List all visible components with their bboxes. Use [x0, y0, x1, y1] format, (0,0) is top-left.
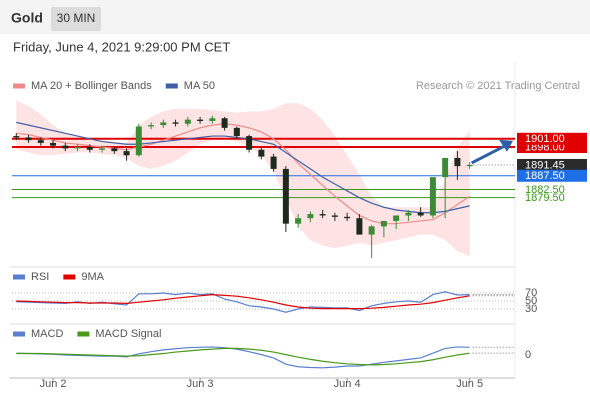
candle-body	[25, 137, 32, 141]
candle-body	[258, 149, 265, 157]
legend-label: MACD Signal	[95, 328, 161, 340]
candle-body	[123, 151, 130, 156]
level-label: 1879.50	[525, 192, 565, 204]
candle-body	[442, 157, 449, 178]
bollinger-band	[16, 100, 470, 257]
candle-body	[466, 164, 473, 167]
candle-body	[429, 177, 436, 216]
series-line	[16, 347, 470, 366]
candle-body	[99, 148, 106, 150]
legend-swatch	[77, 331, 90, 337]
level-label: 1901.00	[525, 133, 565, 145]
level-label-box	[517, 169, 587, 182]
candle-body	[246, 136, 253, 150]
level-label: 1891.45	[525, 159, 565, 171]
credit: Research © 2021 Trading Central	[416, 80, 580, 92]
candle-body	[111, 148, 118, 152]
candle-body	[37, 140, 44, 143]
candle-body	[270, 156, 277, 169]
candle-body	[135, 126, 142, 156]
y-tick-label: 0	[525, 349, 531, 361]
candle-body	[197, 119, 204, 122]
candle-body	[13, 136, 20, 138]
level-label-box	[517, 132, 587, 145]
candle-body	[221, 118, 228, 128]
legend-label: MA 50	[184, 80, 215, 92]
x-tick-label: Jun 5	[456, 378, 483, 390]
series-line	[16, 293, 470, 310]
legend-swatch	[13, 331, 25, 337]
x-tick-label: Jun 2	[40, 378, 67, 390]
series-line	[16, 346, 470, 369]
legend-swatch	[165, 83, 178, 89]
date: Friday, June 4, 2021 9:29:00 PM CET	[13, 39, 230, 54]
forecast-arrow	[470, 143, 508, 165]
legend-swatch	[13, 83, 25, 89]
candle-body	[282, 168, 289, 224]
legend-label: MACD	[31, 328, 63, 340]
candle-body	[62, 145, 69, 149]
series-line	[16, 123, 470, 225]
series-line	[16, 121, 470, 214]
level-label: 1887.50	[525, 170, 565, 182]
candle-body	[368, 226, 375, 235]
candle-body	[86, 147, 93, 150]
forecast-arrowhead	[499, 139, 513, 152]
legend-label: MA 20 + Bollinger Bands	[31, 80, 152, 92]
timeframe[interactable]: 30 MIN	[57, 11, 96, 25]
candle-body	[393, 215, 400, 221]
timeframe-button[interactable]	[51, 7, 101, 31]
candle-body	[356, 218, 363, 235]
candle-body	[148, 125, 155, 127]
legend-label: RSI	[31, 271, 49, 283]
legend-label: 9MA	[81, 271, 104, 283]
candle-body	[74, 147, 81, 149]
level-label: 1882.50	[525, 184, 565, 196]
candle-body	[331, 215, 338, 217]
candle-body	[233, 127, 240, 137]
candle-body	[160, 122, 167, 126]
candle-body	[172, 122, 179, 124]
legend-swatch	[63, 274, 76, 280]
candle-body	[380, 220, 387, 227]
y-tick-label: 50	[525, 295, 537, 307]
y-tick-label: 70	[525, 287, 537, 299]
candle-body	[209, 118, 216, 122]
y-tick-label: 30	[525, 303, 537, 315]
level-label-box	[517, 158, 587, 171]
candle-body	[405, 212, 412, 216]
legend-swatch	[13, 274, 25, 280]
candle-body	[50, 142, 57, 146]
candle-body	[454, 157, 461, 167]
candle-body	[184, 119, 191, 124]
x-tick-label: Jun 4	[334, 378, 361, 390]
x-tick-label: Jun 3	[187, 378, 214, 390]
title: Gold	[11, 10, 43, 26]
candle-body	[319, 214, 326, 216]
candle-body	[344, 216, 351, 219]
candle-body	[295, 218, 302, 224]
candle-body	[417, 212, 424, 216]
candle-body	[307, 214, 314, 219]
